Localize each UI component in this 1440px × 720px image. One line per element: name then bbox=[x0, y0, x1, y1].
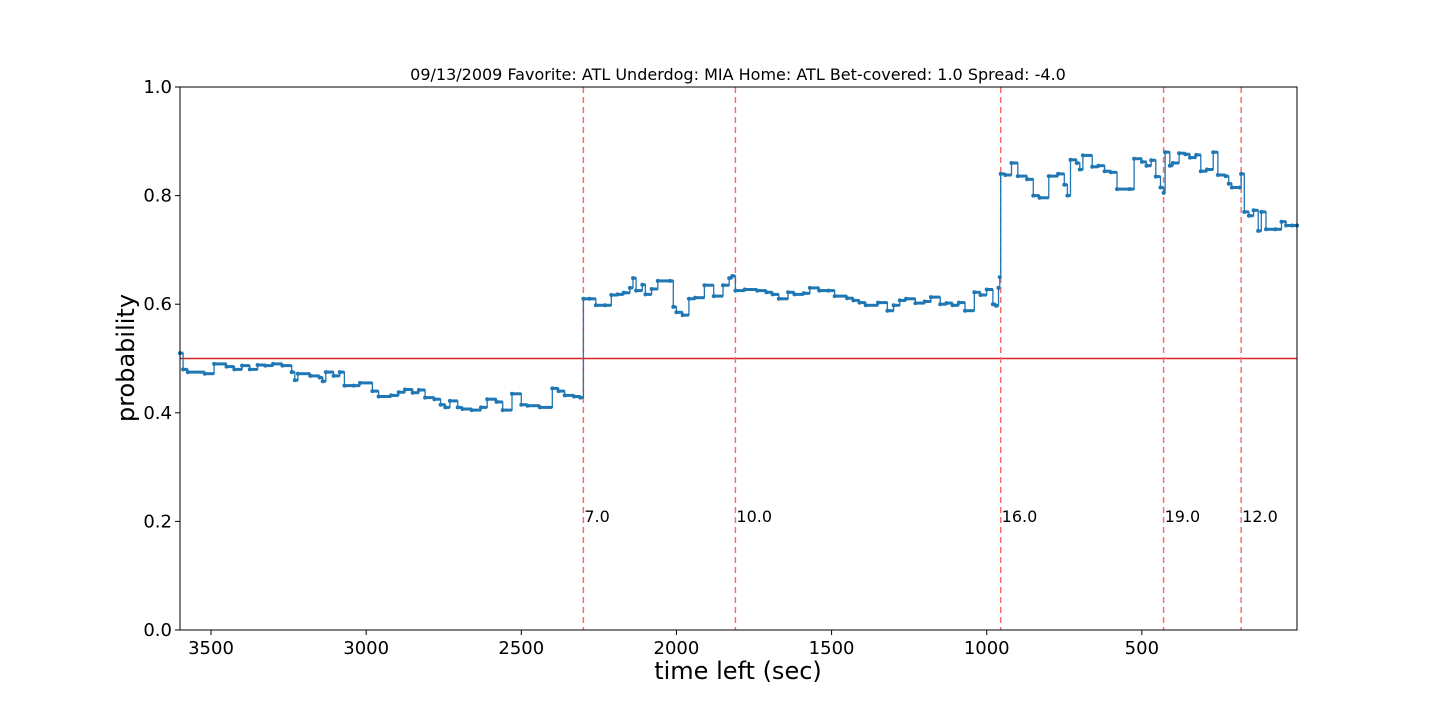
y-tick-label: 0.6 bbox=[143, 294, 172, 315]
y-tick-label: 0.2 bbox=[143, 511, 172, 532]
x-tick-label: 2000 bbox=[654, 638, 700, 659]
chart-title: 09/13/2009 Favorite: ATL Underdog: MIA H… bbox=[410, 65, 1066, 84]
plot-frame bbox=[179, 86, 1298, 631]
x-tick-label: 1500 bbox=[809, 638, 855, 659]
event-label: 16.0 bbox=[1002, 507, 1038, 526]
x-tick-label: 2500 bbox=[498, 638, 544, 659]
y-tick-label: 1.0 bbox=[143, 77, 172, 98]
x-axis-label: time left (sec) bbox=[654, 657, 822, 685]
event-label: 19.0 bbox=[1165, 507, 1201, 526]
x-tick-label: 1000 bbox=[964, 638, 1010, 659]
x-tick-label: 3000 bbox=[343, 638, 389, 659]
plot-area: 7.0 10.0 16.0 19.0 12.0 bbox=[178, 87, 1299, 630]
y-tick-label: 0.0 bbox=[143, 620, 172, 641]
event-label: 12.0 bbox=[1242, 507, 1278, 526]
y-axis-label: probability bbox=[112, 294, 140, 422]
x-tick-label: 3500 bbox=[188, 638, 234, 659]
x-tick-label: 500 bbox=[1125, 638, 1159, 659]
event-label: 7.0 bbox=[584, 507, 609, 526]
axes: 3500 3000 2500 2000 1500 1000 500 0.0 0.2 0.4 0.6 0… bbox=[143, 77, 1159, 659]
y-tick-label: 0.8 bbox=[143, 186, 172, 207]
event-label: 10.0 bbox=[736, 507, 772, 526]
y-tick-label: 0.4 bbox=[143, 403, 172, 424]
